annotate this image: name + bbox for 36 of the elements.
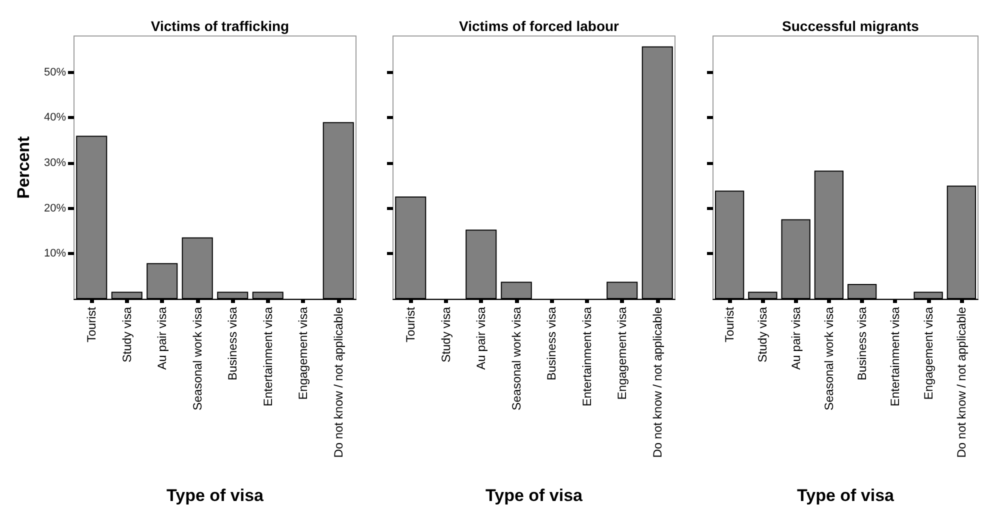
chart-title: Victims of trafficking bbox=[150, 18, 290, 34]
y-axis-title: Percent bbox=[14, 136, 33, 199]
x-tick-label: Engagement visa bbox=[921, 306, 936, 400]
x-tick-label: Study visa bbox=[120, 306, 134, 362]
x-tick-label: Business visa bbox=[226, 306, 240, 380]
y-tick-label: 40% bbox=[44, 112, 66, 124]
x-tick-label: Business visa bbox=[544, 306, 559, 380]
x-tick-label: Engagement visa bbox=[615, 306, 630, 400]
x-tick-label: Au pair visa bbox=[788, 306, 803, 370]
x-tick-label: Entertainment visa bbox=[580, 306, 594, 406]
y-tick-label: 10% bbox=[44, 248, 66, 260]
x-axis-title: Type of visa bbox=[166, 486, 264, 505]
x-tick-label: Engagement visa bbox=[296, 306, 310, 400]
x-tick-label: Do not know / not applicable bbox=[331, 306, 346, 458]
x-tick-label: Seasonal work visa bbox=[509, 306, 524, 410]
x-tick-label: Au pair visa bbox=[155, 306, 170, 370]
chart-title: Victims of forced labour bbox=[459, 18, 620, 34]
chart-title: Successful migrants bbox=[782, 18, 920, 34]
x-axis-title: Type of visa bbox=[486, 486, 584, 505]
x-tick-label: Seasonal work visa bbox=[190, 306, 204, 410]
x-tick-label: Seasonal work visa bbox=[822, 306, 836, 410]
x-tick-label: Do not know / not applicable bbox=[650, 306, 664, 458]
y-tick-label: 20% bbox=[44, 202, 66, 214]
x-tick-label: Study visa bbox=[438, 306, 453, 362]
x-tick-label: Au pair visa bbox=[474, 306, 488, 370]
x-tick-label: Tourist bbox=[84, 306, 99, 342]
y-tick-label: 30% bbox=[44, 156, 66, 169]
x-tick-label: Entertainment visa bbox=[260, 306, 275, 406]
x-tick-label: Business visa bbox=[855, 306, 870, 380]
x-tick-label: Entertainment visa bbox=[888, 306, 902, 406]
x-tick-label: Tourist bbox=[722, 306, 737, 342]
x-axis-title: Type of visa bbox=[797, 486, 895, 505]
x-tick-label: Tourist bbox=[404, 306, 418, 342]
x-tick-label: Do not know / not applicable bbox=[954, 306, 968, 458]
y-tick-label: 50% bbox=[44, 66, 66, 78]
x-tick-label: Study visa bbox=[756, 306, 770, 362]
